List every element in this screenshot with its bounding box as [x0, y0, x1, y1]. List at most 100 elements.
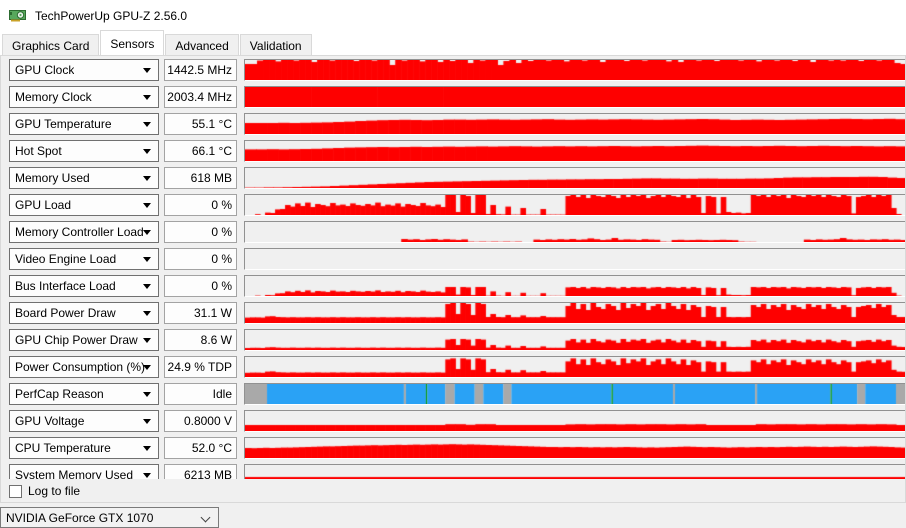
sensor-value: 6213 MB — [164, 464, 237, 479]
sensor-row: GPU Temperature 55.1 °C — [1, 113, 905, 135]
sensor-row: GPU Chip Power Draw 8.6 W — [1, 329, 905, 351]
dropdown-arrow-icon — [143, 338, 151, 343]
sensor-value: 55.1 °C — [164, 113, 237, 135]
sensor-value: 66.1 °C — [164, 140, 237, 162]
tab-sensors[interactable]: Sensors — [100, 30, 165, 55]
sensor-value: Idle — [164, 383, 237, 405]
sensor-dropdown[interactable]: PerfCap Reason — [9, 383, 159, 405]
sensor-label: GPU Clock — [15, 63, 75, 77]
sensor-row: Memory Used 618 MB — [1, 167, 905, 189]
sensor-row: CPU Temperature 52.0 °C — [1, 437, 905, 459]
tab-advanced[interactable]: Advanced — [165, 34, 239, 55]
sensor-value: 1442.5 MHz — [164, 59, 237, 81]
sensor-label: GPU Chip Power Draw — [15, 333, 138, 347]
dropdown-arrow-icon — [143, 446, 151, 451]
title-bar: TechPowerUp GPU-Z 2.56.0 — [0, 0, 906, 31]
sensor-value: 0 % — [164, 248, 237, 270]
sensor-dropdown[interactable]: Board Power Draw — [9, 302, 159, 324]
sensor-dropdown[interactable]: Bus Interface Load — [9, 275, 159, 297]
sensor-dropdown[interactable]: Memory Used — [9, 167, 159, 189]
sensor-label: Power Consumption (%) — [15, 360, 146, 374]
dropdown-arrow-icon — [143, 149, 151, 154]
sensor-label: GPU Temperature — [15, 117, 112, 131]
device-selector-value: NVIDIA GeForce GTX 1070 — [6, 510, 154, 525]
tab-validation[interactable]: Validation — [239, 34, 312, 55]
sensor-row: Board Power Draw 31.1 W — [1, 302, 905, 324]
sensor-value: 0 % — [164, 221, 237, 243]
sensor-graph — [244, 59, 905, 81]
sensor-value: 8.6 W — [164, 329, 237, 351]
tab-graphics-card[interactable]: Graphics Card — [2, 34, 100, 55]
sensor-row: Memory Controller Load 0 % — [1, 221, 905, 243]
sensor-dropdown[interactable]: Memory Clock — [9, 86, 159, 108]
sensor-dropdown[interactable]: GPU Chip Power Draw — [9, 329, 159, 351]
dropdown-arrow-icon — [143, 122, 151, 127]
sensor-graph — [244, 167, 905, 189]
sensor-row: Memory Clock 2003.4 MHz — [1, 86, 905, 108]
log-to-file-checkbox[interactable] — [9, 484, 22, 498]
sensor-label: Video Engine Load — [15, 252, 117, 266]
dropdown-arrow-icon — [143, 203, 151, 208]
dropdown-arrow-icon — [143, 257, 151, 262]
sensor-label: GPU Load — [15, 198, 72, 212]
sensor-value: 2003.4 MHz — [164, 86, 237, 108]
sensor-graph — [244, 383, 905, 405]
dropdown-arrow-icon — [143, 230, 151, 235]
dropdown-arrow-icon — [143, 419, 151, 424]
sensor-row: PerfCap Reason Idle — [1, 383, 905, 405]
sensor-graph — [244, 464, 905, 479]
sensor-graph — [244, 86, 905, 108]
sensor-graph — [244, 221, 905, 243]
sensor-label: PerfCap Reason — [15, 387, 104, 401]
sensor-value: 31.1 W — [164, 302, 237, 324]
sensor-graph — [244, 275, 905, 297]
sensor-dropdown[interactable]: GPU Load — [9, 194, 159, 216]
sensor-label: Memory Used — [15, 171, 90, 185]
sensor-dropdown[interactable]: Hot Spot — [9, 140, 159, 162]
sensor-graph — [244, 113, 905, 135]
sensor-label: GPU Voltage — [15, 414, 85, 428]
sensor-row: Bus Interface Load 0 % — [1, 275, 905, 297]
sensor-label: Memory Controller Load — [15, 225, 144, 239]
sensor-value: 618 MB — [164, 167, 237, 189]
sensor-dropdown[interactable]: Power Consumption (%) — [9, 356, 159, 378]
sensor-graph — [244, 410, 905, 432]
sensor-dropdown[interactable]: Video Engine Load — [9, 248, 159, 270]
bottom-bar: NVIDIA GeForce GTX 1070 — [0, 503, 906, 528]
dropdown-arrow-icon — [143, 473, 151, 478]
sensor-row: Power Consumption (%) 24.9 % TDP — [1, 356, 905, 378]
tab-bar: Graphics Card Sensors Advanced Validatio… — [2, 30, 313, 55]
sensor-rows: GPU Clock 1442.5 MHz Memory Clock 2003.4… — [1, 59, 905, 479]
sensor-dropdown[interactable]: CPU Temperature — [9, 437, 159, 459]
sensor-label: Bus Interface Load — [15, 279, 116, 293]
sensor-row: GPU Load 0 % — [1, 194, 905, 216]
sensor-dropdown[interactable]: GPU Temperature — [9, 113, 159, 135]
sensor-dropdown[interactable]: GPU Voltage — [9, 410, 159, 432]
sensors-tab-page: GPU Clock 1442.5 MHz Memory Clock 2003.4… — [0, 55, 906, 503]
sensor-graph — [244, 248, 905, 270]
dropdown-arrow-icon — [143, 392, 151, 397]
sensor-value: 0 % — [164, 194, 237, 216]
sensor-dropdown[interactable]: Memory Controller Load — [9, 221, 159, 243]
device-selector-dropdown[interactable]: NVIDIA GeForce GTX 1070 — [0, 507, 219, 528]
sensor-value: 0 % — [164, 275, 237, 297]
sensor-dropdown[interactable]: System Memory Used — [9, 464, 159, 479]
sensor-label: CPU Temperature — [15, 441, 111, 455]
sensor-label: System Memory Used — [15, 468, 134, 479]
sensor-dropdown[interactable]: GPU Clock — [9, 59, 159, 81]
sensor-row: GPU Clock 1442.5 MHz — [1, 59, 905, 81]
sensor-value: 0.8000 V — [164, 410, 237, 432]
sensor-label: Hot Spot — [15, 144, 62, 158]
window-title: TechPowerUp GPU-Z 2.56.0 — [35, 8, 188, 23]
sensor-graph — [244, 140, 905, 162]
sensor-row: Video Engine Load 0 % — [1, 248, 905, 270]
log-to-file-row: Log to file — [9, 483, 80, 499]
chevron-down-icon — [200, 512, 211, 523]
dropdown-arrow-icon — [143, 311, 151, 316]
sensor-graph — [244, 302, 905, 324]
sensor-graph — [244, 356, 905, 378]
sensor-graph — [244, 329, 905, 351]
sensor-row: Hot Spot 66.1 °C — [1, 140, 905, 162]
sensor-graph — [244, 437, 905, 459]
